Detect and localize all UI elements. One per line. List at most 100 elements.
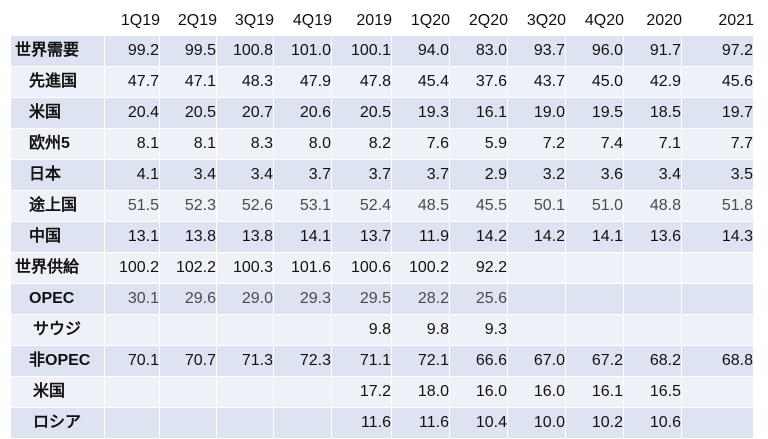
table-cell: 16.1 — [566, 377, 624, 408]
table-cell — [160, 408, 217, 439]
table-cell: 3.2 — [508, 160, 566, 191]
column-header: 2Q19 — [160, 6, 217, 36]
row-label: 世界需要 — [11, 36, 105, 67]
table-cell: 67.2 — [566, 346, 624, 377]
table-cell: 10.6 — [624, 408, 682, 439]
table-cell: 52.4 — [332, 191, 392, 222]
table-cell: 68.8 — [682, 346, 754, 377]
table-cell: 83.0 — [450, 36, 508, 67]
table-cell — [624, 253, 682, 284]
row-label: 中国 — [11, 222, 105, 253]
table-row: ロシア 11.6 11.6 10.4 10.0 10.2 10.6 — [11, 408, 754, 439]
table-cell: 7.2 — [508, 129, 566, 160]
table-cell: 17.2 — [332, 377, 392, 408]
table-cell: 20.5 — [332, 98, 392, 129]
table-cell: 45.6 — [682, 67, 754, 98]
table-cell: 13.1 — [105, 222, 160, 253]
table-cell: 100.2 — [105, 253, 160, 284]
table-cell: 7.7 — [682, 129, 754, 160]
table-cell — [508, 253, 566, 284]
column-header: 2020 — [624, 6, 682, 36]
table-cell — [217, 408, 274, 439]
row-label: 非OPEC — [11, 346, 105, 377]
table-cell: 16.1 — [450, 98, 508, 129]
table-cell: 7.6 — [392, 129, 450, 160]
table-cell: 72.1 — [392, 346, 450, 377]
table-cell — [682, 377, 754, 408]
table-row: 先進国 47.7 47.1 48.3 47.9 47.8 45.4 37.6 43.7 45.0 4… — [11, 67, 754, 98]
table-cell: 19.7 — [682, 98, 754, 129]
table-cell: 101.0 — [274, 36, 332, 67]
table-cell — [274, 408, 332, 439]
column-header: 3Q20 — [508, 6, 566, 36]
table-cell: 92.2 — [450, 253, 508, 284]
table-cell — [217, 315, 274, 346]
table-cell — [566, 284, 624, 315]
table-cell — [274, 315, 332, 346]
table-cell: 3.7 — [332, 160, 392, 191]
table-cell: 3.7 — [392, 160, 450, 191]
table-cell: 100.1 — [332, 36, 392, 67]
table-row: OPEC 30.1 29.6 29.0 29.3 29.5 28.2 25.6 — [11, 284, 754, 315]
row-label: OPEC — [11, 284, 105, 315]
table-cell: 14.2 — [450, 222, 508, 253]
row-label: 世界供給 — [11, 253, 105, 284]
table-cell: 47.7 — [105, 67, 160, 98]
table-cell: 28.2 — [392, 284, 450, 315]
table-cell — [682, 284, 754, 315]
table-cell — [566, 253, 624, 284]
table-cell: 100.8 — [217, 36, 274, 67]
table-row: 日本 4.1 3.4 3.4 3.7 3.7 3.7 2.9 3.2 3.6 3.4 3.5 — [11, 160, 754, 191]
table-cell: 70.7 — [160, 346, 217, 377]
table-header: 1Q19 2Q19 3Q19 4Q19 2019 1Q20 2Q20 3Q20 … — [11, 6, 754, 36]
table-cell: 66.6 — [450, 346, 508, 377]
table-cell: 94.0 — [392, 36, 450, 67]
table-cell: 48.3 — [217, 67, 274, 98]
table-cell: 99.5 — [160, 36, 217, 67]
table-cell — [160, 377, 217, 408]
row-label: 米国 — [11, 377, 105, 408]
table-cell — [160, 315, 217, 346]
table-cell: 7.4 — [566, 129, 624, 160]
table-cell: 4.1 — [105, 160, 160, 191]
table-cell: 52.3 — [160, 191, 217, 222]
table-cell: 45.0 — [566, 67, 624, 98]
table-cell: 96.0 — [566, 36, 624, 67]
table-cell: 47.8 — [332, 67, 392, 98]
table-cell: 29.3 — [274, 284, 332, 315]
column-header: 4Q20 — [566, 6, 624, 36]
table-cell: 52.6 — [217, 191, 274, 222]
table-cell: 50.1 — [508, 191, 566, 222]
table-cell: 29.6 — [160, 284, 217, 315]
table-cell: 3.6 — [566, 160, 624, 191]
table-cell: 47.9 — [274, 67, 332, 98]
table-cell: 13.6 — [624, 222, 682, 253]
table-cell: 51.0 — [566, 191, 624, 222]
header-row: 1Q19 2Q19 3Q19 4Q19 2019 1Q20 2Q20 3Q20 … — [11, 6, 754, 36]
table-cell: 11.6 — [332, 408, 392, 439]
table-cell: 10.4 — [450, 408, 508, 439]
oil-supply-demand-table: 1Q19 2Q19 3Q19 4Q19 2019 1Q20 2Q20 3Q20 … — [11, 6, 754, 439]
table-cell: 99.2 — [105, 36, 160, 67]
table-cell: 42.9 — [624, 67, 682, 98]
table-row: 米国 17.2 18.0 16.0 16.0 16.1 16.5 — [11, 377, 754, 408]
table-cell: 20.6 — [274, 98, 332, 129]
table-cell: 8.0 — [274, 129, 332, 160]
table-row: 途上国 51.5 52.3 52.6 53.1 52.4 48.5 45.5 50.1 51.0 4… — [11, 191, 754, 222]
table-cell: 14.1 — [274, 222, 332, 253]
table-cell: 14.1 — [566, 222, 624, 253]
table-cell: 16.5 — [624, 377, 682, 408]
row-label: サウジ — [11, 315, 105, 346]
table-cell: 14.2 — [508, 222, 566, 253]
table-row: サウジ 9.8 9.8 9.3 — [11, 315, 754, 346]
table-cell: 48.8 — [624, 191, 682, 222]
row-label: ロシア — [11, 408, 105, 439]
table-cell — [274, 377, 332, 408]
table-cell: 72.3 — [274, 346, 332, 377]
table-cell: 19.5 — [566, 98, 624, 129]
table-cell: 45.5 — [450, 191, 508, 222]
table-cell: 101.6 — [274, 253, 332, 284]
table-cell: 16.0 — [450, 377, 508, 408]
table-cell: 97.2 — [682, 36, 754, 67]
table-cell: 20.5 — [160, 98, 217, 129]
